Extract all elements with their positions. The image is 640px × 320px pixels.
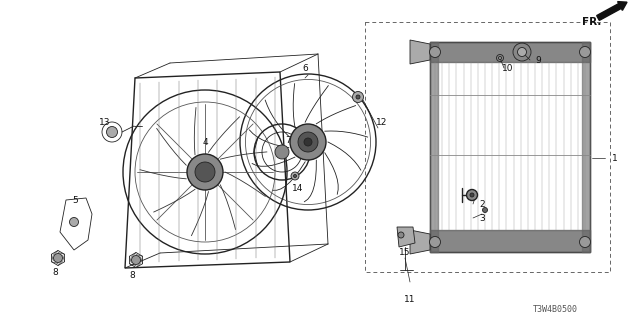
Circle shape	[499, 57, 502, 60]
Polygon shape	[410, 40, 430, 64]
Text: 14: 14	[292, 183, 304, 193]
Circle shape	[70, 218, 79, 227]
Circle shape	[579, 46, 591, 58]
Circle shape	[187, 154, 223, 190]
Text: 10: 10	[502, 63, 514, 73]
Text: 5: 5	[72, 196, 78, 204]
Text: 15: 15	[399, 247, 411, 257]
Circle shape	[275, 145, 289, 159]
FancyArrow shape	[596, 2, 627, 20]
Circle shape	[106, 126, 118, 138]
Circle shape	[304, 138, 312, 146]
Circle shape	[470, 193, 474, 197]
Text: 9: 9	[535, 55, 541, 65]
Circle shape	[291, 172, 299, 180]
Text: 2: 2	[479, 199, 485, 209]
Circle shape	[518, 47, 527, 57]
Polygon shape	[410, 230, 430, 254]
Text: T3W4B0500: T3W4B0500	[532, 306, 577, 315]
Circle shape	[579, 236, 591, 247]
Circle shape	[290, 124, 326, 160]
Polygon shape	[397, 227, 415, 247]
Text: 4: 4	[202, 138, 208, 147]
Text: 7: 7	[285, 135, 291, 145]
Text: 8: 8	[129, 270, 135, 279]
Circle shape	[131, 255, 141, 265]
Circle shape	[353, 92, 364, 102]
Circle shape	[483, 207, 488, 212]
Text: 3: 3	[479, 213, 485, 222]
Bar	[365, 22, 610, 272]
Circle shape	[195, 162, 215, 182]
Circle shape	[54, 253, 63, 262]
Text: FR.: FR.	[582, 17, 602, 27]
Circle shape	[429, 236, 440, 247]
Text: 6: 6	[302, 63, 308, 73]
Text: 12: 12	[376, 117, 388, 126]
Text: 13: 13	[99, 117, 111, 126]
Circle shape	[429, 46, 440, 58]
Circle shape	[467, 189, 477, 201]
Text: 8: 8	[52, 268, 58, 276]
Text: 11: 11	[404, 295, 416, 305]
Text: 1: 1	[612, 154, 618, 163]
Circle shape	[294, 174, 296, 178]
Circle shape	[356, 95, 360, 99]
Circle shape	[398, 232, 404, 238]
Circle shape	[298, 132, 318, 152]
